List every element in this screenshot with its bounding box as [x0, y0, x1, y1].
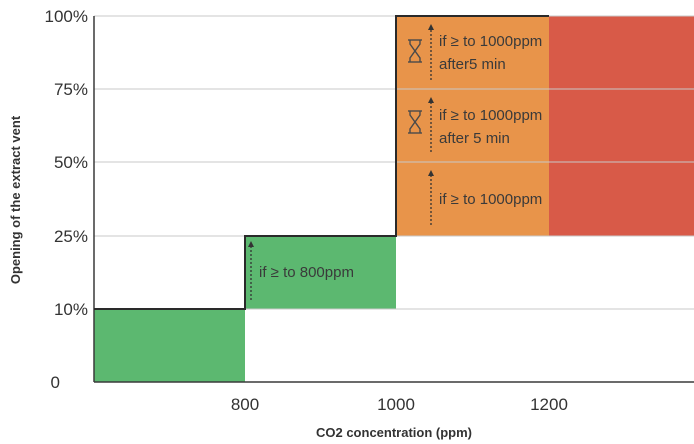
arrow-head-1000-after5min [428, 24, 434, 30]
x-tick-label-800: 800 [231, 395, 259, 414]
x-tick-labels: 800 1000 1200 [231, 395, 568, 414]
y-tick-labels: 100% 75% 50% 25% 10% 0 [45, 7, 88, 392]
y-tick-label-25: 25% [54, 227, 88, 246]
step-line [94, 15, 549, 310]
hourglass-icon [408, 110, 422, 134]
annotation-1000-5min-line2: after 5 min [439, 130, 510, 147]
y-tick-label-10: 10% [54, 300, 88, 319]
annotation-800-text: if ≥ to 800ppm [259, 264, 354, 281]
arrow-head-1000-5min [428, 97, 434, 103]
zone-green-mid [245, 236, 396, 309]
annotation-1000-after5min-line2: after5 min [439, 56, 506, 73]
y-tick-label-50: 50% [54, 153, 88, 172]
annotation-800: if ≥ to 800ppm [248, 241, 354, 300]
annotation-1000-after5min: if ≥ to 1000ppm after5 min [408, 24, 542, 80]
zone-green-low [94, 309, 245, 382]
x-tick-label-1200: 1200 [530, 395, 568, 414]
hourglass-icon [408, 39, 422, 63]
zone-orange [396, 16, 549, 236]
annotation-1000-5min: if ≥ to 1000ppm after 5 min [408, 97, 542, 152]
arrow-head-800 [248, 241, 254, 247]
arrow-head-1000 [428, 170, 434, 176]
zone-red [549, 16, 694, 236]
y-tick-label-100: 100% [45, 7, 88, 26]
annotation-1000-after5min-line1: if ≥ to 1000ppm [439, 33, 542, 50]
x-axis-title: CO2 concentration (ppm) [316, 425, 472, 440]
annotation-1000: if ≥ to 1000ppm [428, 170, 542, 225]
annotation-1000-5min-line1: if ≥ to 1000ppm [439, 107, 542, 124]
annotation-1000-text: if ≥ to 1000ppm [439, 191, 542, 208]
plot-frame [93, 16, 694, 383]
y-axis-title: Opening of the extract vent [8, 115, 23, 284]
y-tick-label-0: 0 [51, 373, 60, 392]
x-tick-label-1000: 1000 [377, 395, 415, 414]
y-tick-label-75: 75% [54, 80, 88, 99]
